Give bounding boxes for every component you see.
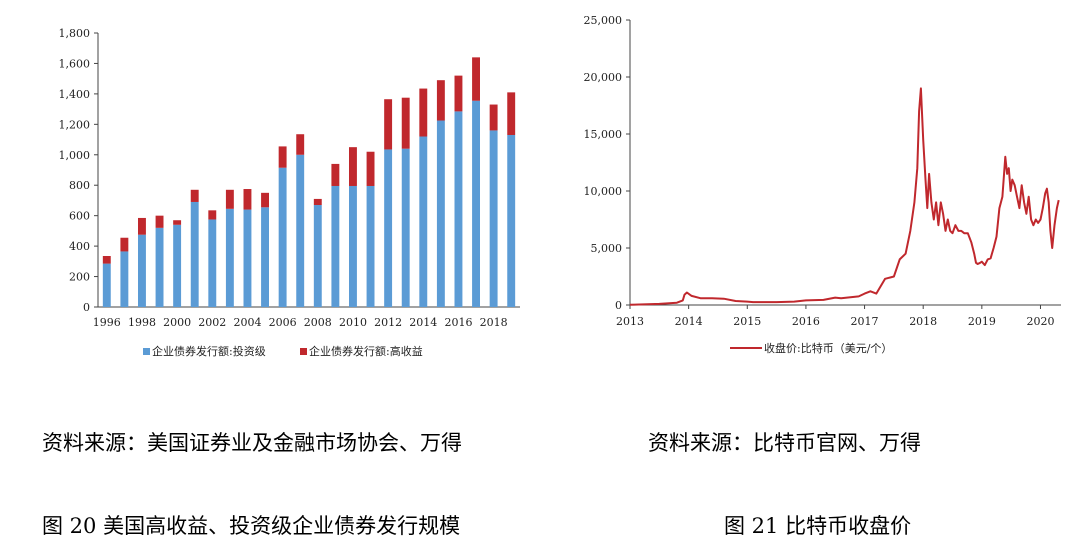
bar-investment-grade xyxy=(366,185,375,307)
y-tick-label: 5,000 xyxy=(591,242,623,255)
y-tick-label: 0 xyxy=(83,301,90,314)
bar-investment-grade xyxy=(419,136,428,307)
bar-high-yield xyxy=(243,189,252,210)
left-source-note: 资料来源：美国证券业及金融市场协会、万得 xyxy=(42,431,462,455)
x-tick-label: 2016 xyxy=(444,316,472,329)
y-tick-label: 0 xyxy=(615,299,622,312)
bar-high-yield xyxy=(278,146,287,168)
x-tick-label: 2006 xyxy=(269,316,297,329)
bar-high-yield xyxy=(507,92,516,135)
bar-investment-grade xyxy=(454,111,463,308)
bar-high-yield xyxy=(313,198,322,206)
bar-investment-grade xyxy=(208,219,217,307)
bar-high-yield xyxy=(120,237,129,252)
bar-high-yield xyxy=(349,147,357,186)
bar-high-yield xyxy=(225,189,234,209)
x-tick-label: 2017 xyxy=(851,315,879,328)
y-tick-label: 10,000 xyxy=(584,185,623,198)
right-figure-caption: 图 21 比特币收盘价 xyxy=(724,514,912,538)
bar-high-yield xyxy=(173,220,182,225)
x-tick-label: 2013 xyxy=(616,315,644,328)
bar-high-yield xyxy=(296,134,305,155)
y-tick-label: 20,000 xyxy=(584,71,623,84)
bar-investment-grade xyxy=(331,185,340,307)
y-tick-label: 15,000 xyxy=(584,128,623,141)
y-tick-label: 400 xyxy=(69,240,90,253)
bar-investment-grade xyxy=(225,208,234,307)
bar-investment-grade xyxy=(155,227,164,307)
y-tick-label: 1,200 xyxy=(59,118,91,131)
bar-investment-grade xyxy=(296,154,305,307)
bitcoin-price-line xyxy=(629,87,1060,306)
right-source-note: 资料来源：比特币官网、万得 xyxy=(648,431,921,455)
bar-high-yield xyxy=(436,80,445,121)
bar-high-yield xyxy=(419,88,428,137)
x-tick-label: 2012 xyxy=(374,316,402,329)
bar-investment-grade xyxy=(436,120,445,308)
x-tick-label: 2004 xyxy=(233,316,261,329)
bar-high-yield xyxy=(102,256,111,264)
legend-swatch-investment-grade xyxy=(143,348,150,355)
x-tick-label: 2016 xyxy=(792,315,820,328)
x-tick-label: 2002 xyxy=(198,316,226,329)
bar-high-yield xyxy=(208,210,217,220)
bar-investment-grade xyxy=(384,149,393,307)
bar-investment-grade xyxy=(313,205,322,307)
x-tick-label: 2010 xyxy=(339,316,367,329)
bar-investment-grade xyxy=(173,224,182,307)
x-tick-label: 2000 xyxy=(163,316,191,329)
bond-issuance-chart: 0 200 400 600 800 1,000 1,200 1,400 1,600 1,800 19… xyxy=(59,27,520,358)
bar-high-yield xyxy=(384,99,393,150)
bar-investment-grade xyxy=(261,207,269,307)
x-tick-label: 1996 xyxy=(93,316,121,329)
x-tick-label: 2015 xyxy=(733,315,761,328)
bar-investment-grade xyxy=(102,263,111,307)
x-tick-label: 2019 xyxy=(968,315,996,328)
bar-high-yield xyxy=(366,151,375,186)
legend-label-high-yield: 企业债券发行额:高收益 xyxy=(309,344,423,358)
bitcoin-price-chart: 0 5,000 10,000 15,000 20,000 25,000 2013 2014 20… xyxy=(584,14,1061,355)
bar-investment-grade xyxy=(138,234,146,307)
bar-high-yield xyxy=(401,97,410,149)
x-tick-label: 2008 xyxy=(304,316,332,329)
x-tick-label: 2018 xyxy=(480,316,508,329)
y-tick-label: 25,000 xyxy=(584,14,623,27)
y-tick-label: 1,400 xyxy=(59,88,91,101)
bar-high-yield xyxy=(454,75,463,112)
bar-investment-grade xyxy=(472,100,480,307)
bar-high-yield xyxy=(489,104,498,131)
y-tick-label: 600 xyxy=(69,210,90,223)
y-tick-label: 1,000 xyxy=(59,149,91,162)
bar-investment-grade xyxy=(278,167,287,307)
bar-investment-grade xyxy=(489,130,498,307)
x-tick-label: 2014 xyxy=(675,315,703,328)
bar-investment-grade xyxy=(401,148,410,307)
bar-investment-grade xyxy=(507,134,516,307)
y-tick-label: 200 xyxy=(69,271,90,284)
bar-investment-grade xyxy=(243,209,252,307)
bar-high-yield xyxy=(190,189,199,202)
y-tick-label: 1,800 xyxy=(59,27,91,40)
bar-high-yield xyxy=(472,57,480,101)
bar-high-yield xyxy=(155,215,164,228)
bar-high-yield xyxy=(138,217,146,235)
bar-investment-grade xyxy=(190,201,199,307)
x-tick-label: 1998 xyxy=(128,316,156,329)
bar-high-yield xyxy=(261,192,269,208)
x-tick-label: 2020 xyxy=(1026,315,1054,328)
bar-investment-grade xyxy=(349,185,357,307)
bar-investment-grade xyxy=(120,251,129,307)
left-figure-caption: 图 20 美国高收益、投资级企业债券发行规模 xyxy=(42,514,461,538)
legend-swatch-high-yield xyxy=(300,348,307,355)
x-tick-label: 2018 xyxy=(909,315,937,328)
y-tick-label: 1,600 xyxy=(59,57,91,70)
x-tick-label: 2014 xyxy=(409,316,437,329)
legend-label-investment-grade: 企业债券发行额:投资级 xyxy=(152,344,266,358)
bar-high-yield xyxy=(331,163,340,186)
legend-label-bitcoin: 收盘价:比特币（美元/个） xyxy=(764,341,892,355)
y-tick-label: 800 xyxy=(69,179,90,192)
